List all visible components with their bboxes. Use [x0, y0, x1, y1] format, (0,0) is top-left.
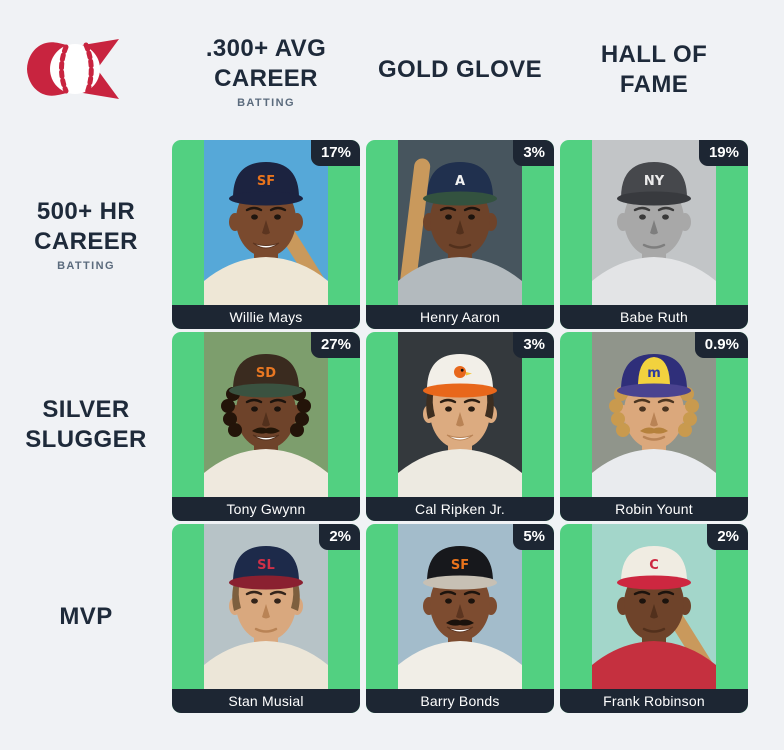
rarity-value: 2% [717, 528, 739, 545]
rarity-badge: 27% [310, 332, 360, 358]
row-title: MVP [59, 603, 113, 630]
rarity-badge: 3% [513, 332, 554, 358]
row-header-mvp: MVP [0, 524, 172, 713]
player-name: Tony Gwynn [226, 501, 306, 517]
svg-text:SL: SL [257, 558, 275, 573]
svg-text:C: C [649, 558, 659, 573]
row-subtitle: BATTING [57, 260, 115, 272]
player-name-bar: Cal Ripken Jr. [366, 497, 554, 521]
baseball-icon [27, 39, 119, 99]
player-name: Henry Aaron [419, 309, 501, 325]
grid-cell-r3c3[interactable]: C 2% Frank Robinson [560, 524, 748, 713]
player-name: Cal Ripken Jr. [415, 501, 505, 517]
rarity-badge: 3% [513, 140, 554, 166]
player-name-bar: Barry Bonds [366, 689, 554, 713]
rarity-badge: 2% [319, 524, 360, 550]
player-name-bar: Henry Aaron [366, 305, 554, 329]
column-title-line2: CAREER [214, 64, 318, 92]
svg-text:SD: SD [256, 366, 276, 381]
rarity-value: 2% [329, 528, 351, 545]
player-name: Frank Robinson [603, 693, 705, 709]
column-subtitle: BATTING [237, 96, 295, 109]
player-photo: SD [204, 332, 328, 497]
row-header-500-hr: 500+ HR CAREER BATTING [0, 140, 172, 329]
rarity-value: 3% [523, 144, 545, 161]
row-header-silver-slugger: SILVER SLUGGER [0, 332, 172, 521]
row-title: SILVER [42, 396, 130, 423]
column-header-avg-career: .300+ AVG CAREER BATTING [172, 16, 360, 126]
player-name-bar: Stan Musial [172, 689, 360, 713]
player-name: Babe Ruth [620, 309, 688, 325]
column-title-line2: FAME [619, 70, 689, 98]
player-photo: A [398, 140, 522, 305]
row-title-line2: SLUGGER [25, 426, 147, 453]
player-photo: m [592, 332, 716, 497]
grid-cell-r3c1[interactable]: SL 2% Stan Musial [172, 524, 360, 713]
grid-cell-r2c1[interactable]: SD 27% Tony Gwynn [172, 332, 360, 521]
grid-cell-r1c2[interactable]: A 3% Henry Aaron [366, 140, 554, 329]
player-name-bar: Willie Mays [172, 305, 360, 329]
grid-cell-r3c2[interactable]: SF 5% Barry Bonds [366, 524, 554, 713]
player-photo [398, 332, 522, 497]
rarity-badge: 17% [310, 140, 360, 166]
player-photo: SL [204, 524, 328, 689]
rarity-badge: 0.9% [694, 332, 748, 358]
rarity-value: 27% [320, 336, 351, 353]
column-header-gold-glove: GOLD GLOVE [366, 16, 554, 126]
svg-text:SF: SF [257, 174, 275, 189]
player-photo: NY [592, 140, 716, 305]
rarity-badge: 2% [707, 524, 748, 550]
player-photo: SF [398, 524, 522, 689]
svg-text:m: m [647, 366, 661, 381]
rarity-value: 5% [523, 528, 545, 545]
baseball-pennant-logo[interactable] [26, 36, 120, 102]
svg-text:NY: NY [644, 174, 665, 189]
player-name-bar: Babe Ruth [560, 305, 748, 329]
player-name: Barry Bonds [420, 693, 500, 709]
column-title: HALL OF [600, 40, 708, 68]
player-photo: SF [204, 140, 328, 305]
rarity-value: 0.9% [704, 336, 739, 353]
rarity-value: 17% [320, 144, 351, 161]
player-name-bar: Robin Yount [560, 497, 748, 521]
svg-text:SF: SF [451, 558, 469, 573]
grid-cell-r2c2[interactable]: 3% Cal Ripken Jr. [366, 332, 554, 521]
column-title: .300+ AVG [205, 34, 327, 62]
answer-grid: SF 17% Willie Mays A 3% Henry Aaron NY 1… [172, 140, 748, 713]
player-name-bar: Frank Robinson [560, 689, 748, 713]
rarity-value: 3% [523, 336, 545, 353]
row-title-line2: CAREER [34, 228, 138, 255]
grid-cell-r1c3[interactable]: NY 19% Babe Ruth [560, 140, 748, 329]
player-photo: C [592, 524, 716, 689]
grid-cell-r2c3[interactable]: m 0.9% Robin Yount [560, 332, 748, 521]
row-title: 500+ HR [36, 198, 136, 225]
column-header-hall-of-fame: HALL OF FAME [560, 16, 748, 126]
grid-cell-r1c1[interactable]: SF 17% Willie Mays [172, 140, 360, 329]
rarity-badge: 19% [698, 140, 748, 166]
rarity-value: 19% [708, 144, 739, 161]
svg-text:A: A [455, 174, 465, 189]
player-name: Stan Musial [228, 693, 304, 709]
rarity-badge: 5% [513, 524, 554, 550]
player-name: Willie Mays [229, 309, 303, 325]
column-title: GOLD GLOVE [377, 55, 542, 83]
player-name-bar: Tony Gwynn [172, 497, 360, 521]
player-name: Robin Yount [615, 501, 693, 517]
